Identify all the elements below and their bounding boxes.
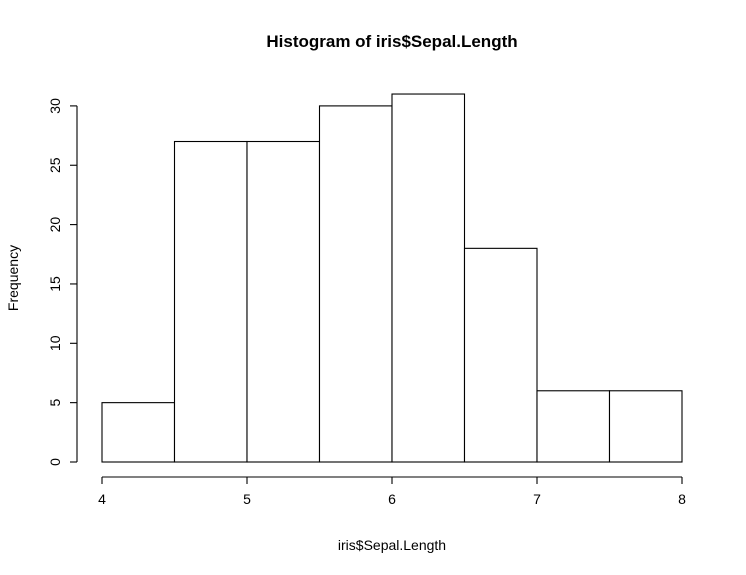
x-tick-label: 5 <box>243 491 251 507</box>
histogram-bar <box>318 105 393 463</box>
x-axis: 4 5 6 7 8 <box>98 476 686 507</box>
y-tick-label: 10 <box>47 335 63 351</box>
x-tick-label: 8 <box>678 491 686 507</box>
y-axis-label: Frequency <box>5 245 21 311</box>
y-tick-label: 5 <box>47 399 63 407</box>
histogram-bar <box>608 390 683 463</box>
bars-group <box>101 93 683 463</box>
histogram-bar <box>536 390 611 463</box>
y-tick-label: 30 <box>47 98 63 114</box>
histogram-bar <box>463 247 538 463</box>
y-tick-label: 25 <box>47 157 63 173</box>
x-tick-label: 6 <box>388 491 396 507</box>
histogram-bar <box>173 140 248 463</box>
histogram-bar <box>391 93 466 463</box>
histogram-bar <box>101 402 176 463</box>
chart-title: Histogram of iris$Sepal.Length <box>266 32 517 51</box>
histogram-bar <box>246 140 321 463</box>
y-tick-label: 0 <box>47 458 63 466</box>
x-tick-label: 4 <box>98 491 106 507</box>
x-tick-label: 7 <box>533 491 541 507</box>
x-axis-label: iris$Sepal.Length <box>338 537 446 553</box>
y-axis: 0 5 10 15 20 25 30 <box>47 98 78 466</box>
y-tick-label: 20 <box>47 217 63 233</box>
y-tick-label: 15 <box>47 276 63 292</box>
